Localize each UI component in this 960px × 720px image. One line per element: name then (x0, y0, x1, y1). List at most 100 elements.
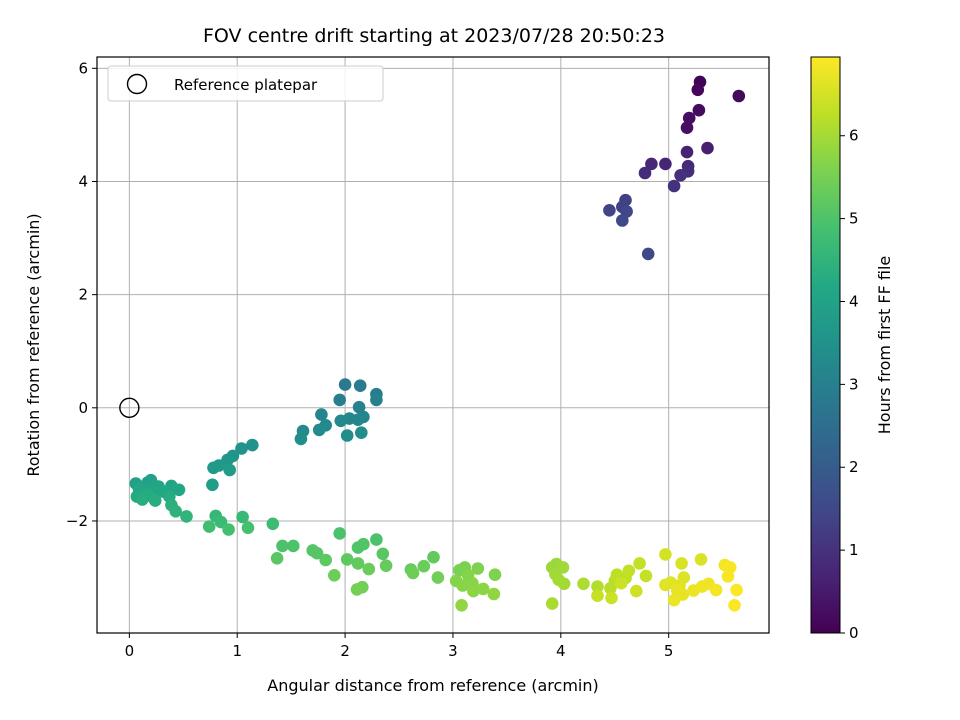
data-point (682, 111, 696, 125)
data-point (328, 569, 341, 582)
data-point (638, 166, 652, 180)
chart-title: FOV centre drift starting at 2023/07/28 … (203, 25, 665, 47)
data-point (222, 523, 235, 536)
legend: Reference platepar (107, 65, 384, 102)
data-point (334, 414, 348, 428)
data-point (235, 442, 248, 455)
data-points (119, 75, 746, 612)
data-point (362, 562, 376, 576)
data-point (310, 546, 324, 560)
data-point (350, 583, 364, 596)
data-point (202, 520, 216, 533)
x-tick-label: 1 (232, 642, 242, 660)
data-point (455, 599, 468, 612)
data-point (370, 533, 383, 546)
data-point (630, 584, 643, 598)
x-tick-label: 5 (664, 642, 674, 660)
data-point (591, 580, 604, 593)
colorbar-tick-label: 2 (849, 458, 859, 476)
y-tick-label: 6 (78, 59, 88, 77)
data-point (709, 583, 723, 597)
data-point (207, 461, 220, 475)
data-point (577, 577, 590, 591)
data-point (732, 89, 746, 103)
data-point (376, 547, 390, 561)
data-point (639, 569, 653, 583)
data-point (645, 157, 658, 171)
data-point (223, 463, 236, 477)
data-point (276, 539, 289, 553)
data-point (148, 494, 162, 507)
data-point (355, 426, 368, 440)
data-point (338, 378, 352, 391)
data-point (294, 432, 308, 446)
data-point (728, 599, 741, 612)
y-tick-label: 2 (78, 286, 88, 304)
data-point (467, 584, 480, 598)
data-point (266, 517, 280, 531)
data-point (270, 552, 284, 565)
data-point (352, 400, 366, 414)
y-tick-label: −2 (66, 512, 88, 530)
x-tick-label: 2 (340, 642, 350, 660)
data-point (287, 539, 300, 553)
data-point (351, 413, 365, 427)
data-point (333, 393, 347, 407)
colorbar-label: Hours from first FF file (875, 256, 894, 435)
data-point (236, 510, 249, 524)
data-point (545, 597, 559, 610)
y-axis-label: Rotation from reference (arcmin) (24, 213, 43, 476)
data-point (351, 557, 365, 570)
x-tick-label: 4 (556, 642, 566, 660)
data-point (622, 564, 636, 578)
data-point (675, 557, 688, 570)
data-point (427, 550, 440, 564)
data-point (319, 553, 333, 567)
data-point (667, 179, 681, 193)
data-point (312, 423, 326, 437)
data-point (340, 429, 354, 442)
colorbar (810, 56, 841, 634)
data-point (603, 204, 616, 217)
data-point (674, 169, 687, 182)
data-point (172, 483, 186, 497)
data-point (659, 157, 672, 171)
x-tick-label: 3 (448, 642, 458, 660)
colorbar-tick-label: 0 (849, 624, 859, 642)
legend-marker-reference (126, 73, 148, 95)
data-point (315, 408, 328, 421)
data-point (667, 593, 681, 607)
data-point (641, 247, 655, 261)
data-point (614, 576, 628, 590)
legend-box (107, 65, 384, 102)
data-point (605, 591, 618, 605)
y-tick-label: 4 (78, 172, 88, 190)
reference-point-marker (119, 397, 140, 419)
grid-lines (97, 57, 769, 633)
data-point (633, 557, 646, 570)
data-point (333, 527, 347, 540)
data-point (691, 83, 705, 97)
data-point (701, 141, 714, 155)
data-point (456, 579, 470, 592)
colorbar-ticks: 0 1 2 3 4 5 6 (840, 127, 859, 642)
data-point (557, 577, 571, 591)
data-point (659, 578, 672, 592)
data-point (353, 379, 367, 393)
data-point (246, 438, 259, 452)
x-axis-label: Angular distance from reference (arcmin) (267, 676, 598, 695)
data-point (169, 505, 182, 518)
x-tick-label: 0 (125, 642, 135, 660)
data-point (487, 587, 501, 601)
plot-frame (96, 56, 770, 634)
data-point (370, 393, 383, 407)
colorbar-tick-label: 1 (849, 541, 859, 559)
colorbar-tick-label: 5 (849, 210, 859, 228)
data-point (206, 478, 219, 492)
colorbar-tick-label: 4 (849, 292, 859, 310)
data-point (680, 121, 694, 134)
data-point (730, 583, 743, 597)
data-point (340, 553, 354, 566)
data-point (136, 493, 149, 506)
